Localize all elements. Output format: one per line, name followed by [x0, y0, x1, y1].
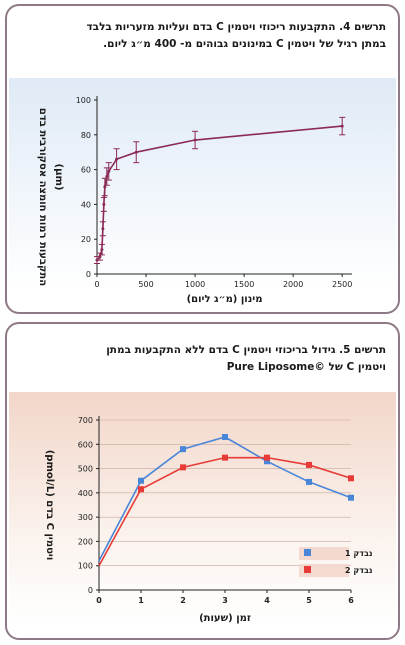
y-tick-label: 600: [78, 440, 93, 449]
x-tick-label: 3: [222, 596, 228, 605]
data-point: [105, 175, 109, 179]
x-tick-label: 2: [180, 596, 186, 605]
series-2-marker: [180, 464, 186, 471]
series-2-marker: [138, 486, 144, 493]
figure-4-chart: 0 500 1000 1500 2000 2500 0 20 40 60 80 100 מינון (מ…: [37, 96, 352, 305]
legend-2-label: נבדק 2: [345, 566, 372, 575]
y-axis-label: ויטמין C בדם (pmol/L): [44, 450, 55, 561]
x-tick-label: 4: [264, 596, 270, 605]
y-tick-label: 40: [81, 200, 91, 209]
y-axis-label: התקבעות רמות חומצה אסקורבית בדם: [37, 108, 48, 286]
series-2-marker: [306, 461, 312, 468]
series-1-marker: [138, 477, 144, 484]
y-tick-label: 500: [78, 465, 93, 474]
figure-4-caption-line-1: תרשים 4. התקבעות ריכוזי ויטמין C בדם ועל…: [86, 21, 387, 33]
x-tick-label: 5: [306, 596, 312, 605]
figure-4-caption-line-2: במתן רגיל של ויטמין C במינונים גבוהים מ-…: [103, 38, 386, 50]
series-1-marker: [222, 434, 228, 440]
y-tick-label: 300: [78, 513, 93, 522]
series-line: [96, 125, 343, 261]
y-tick-label: 60: [81, 166, 91, 175]
y-tick-label: 0: [88, 586, 93, 595]
series-2-marker: [222, 454, 228, 461]
x-axis-label: מינון (מ״ג ליום): [187, 294, 263, 305]
data-point: [193, 138, 197, 142]
x-axis-label: זמן (שעות): [199, 613, 251, 624]
data-point: [115, 157, 119, 161]
data-point: [98, 255, 102, 259]
data-point: [107, 169, 111, 173]
y-tick-label: 20: [81, 235, 91, 244]
figure-5-plot-area: [9, 392, 396, 636]
series-1-marker: [180, 446, 186, 453]
x-tick-label: 0: [96, 596, 102, 605]
y-tick-label: 400: [78, 489, 93, 498]
legend-1-label: נבדק 1: [345, 549, 372, 558]
legend-entry-bg: [299, 564, 349, 577]
y-axis-unit: (μm): [53, 164, 64, 191]
data-point: [101, 227, 105, 231]
series-1-marker: [264, 458, 270, 465]
series-1-marker: [348, 494, 354, 501]
y-tick-label: 100: [76, 96, 91, 105]
legend-entry-bg: [299, 547, 349, 560]
figure-5-caption-line-2: ויטמין C של ©Pure Liposome: [226, 361, 386, 373]
x-tick-label: 500: [138, 280, 153, 289]
figure-5-caption-line-1: תרשים 5. גידול בריכוזי ויטמין C בדם ללא …: [106, 344, 386, 356]
data-point: [102, 202, 106, 206]
data-point: [340, 124, 344, 128]
x-tick-label: 2500: [332, 280, 352, 289]
y-tick-label: 80: [81, 131, 91, 140]
series-2-marker: [264, 454, 270, 461]
legend-1-swatch: [304, 549, 311, 556]
y-tick-label: 700: [78, 416, 93, 425]
figure-4-plot-area: [9, 78, 396, 310]
x-tick-label: 2000: [283, 280, 303, 289]
figure-4-caption: תרשים 4. התקבעות ריכוזי ויטמין C בדם ועל…: [19, 19, 387, 53]
legend-2-swatch: [304, 566, 311, 573]
series-2-marker: [348, 475, 354, 482]
figure-4-panel: תרשים 4. התקבעות ריכוזי ויטמין C בדם ועל…: [5, 4, 400, 314]
y-tick-label: 0: [86, 270, 91, 279]
data-point: [100, 248, 104, 252]
figure-5-panel: תרשים 5. גידול בריכוזי ויטמין C בדם ללא …: [5, 322, 400, 640]
x-tick-label: 1000: [185, 280, 205, 289]
y-tick-label: 200: [78, 537, 93, 546]
y-tick-label: 100: [78, 562, 93, 571]
figure-5-caption: תרשים 5. גידול בריכוזי ויטמין C בדם ללא …: [19, 342, 386, 376]
figure-5-chart: 0 100 200 300 400 500 600 700 0 1 2 3 4 5 6 נבדק 1 נבדק …: [44, 416, 372, 624]
x-tick-label: 0: [94, 280, 99, 289]
x-tick-label: 1500: [234, 280, 254, 289]
series-1-marker: [306, 478, 312, 485]
data-point: [134, 150, 138, 154]
x-tick-label: 6: [348, 596, 354, 605]
data-point: [103, 185, 107, 189]
x-tick-label: 1: [138, 596, 144, 605]
